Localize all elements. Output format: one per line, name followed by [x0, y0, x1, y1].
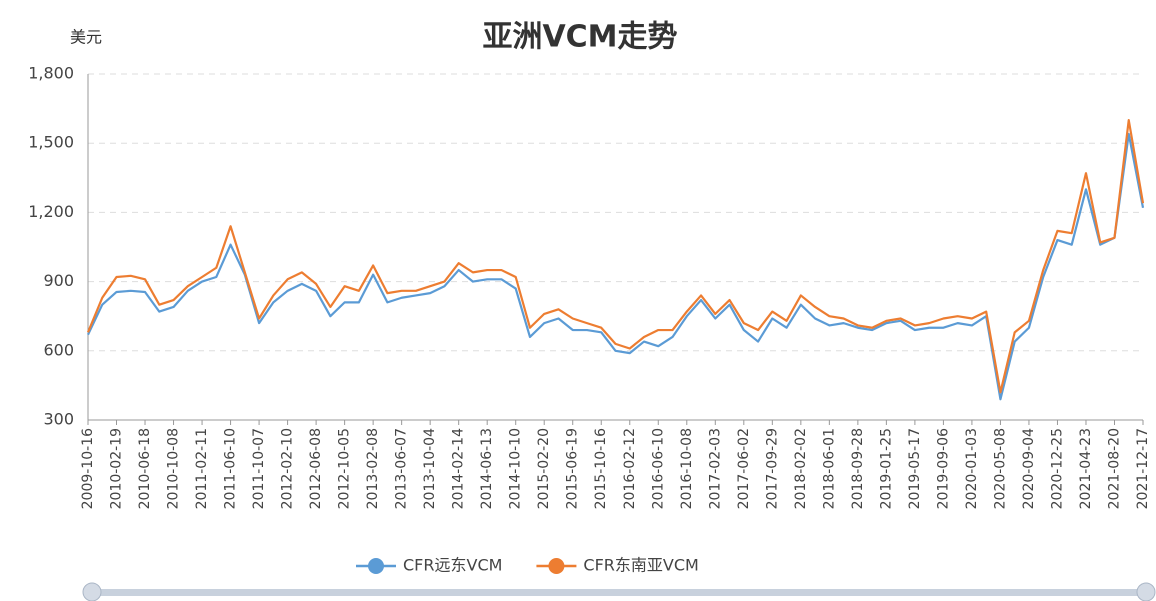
- x-tick-label: 2017-09-29: [764, 428, 780, 509]
- x-tick-label: 2019-01-25: [878, 428, 894, 509]
- x-tick-label: 2020-01-03: [964, 428, 980, 509]
- chart-title: 亚洲VCM走势: [482, 20, 677, 55]
- legend-label: CFR东南亚VCM: [583, 556, 698, 575]
- x-tick-label: 2021-12-17: [1135, 428, 1151, 509]
- x-tick-label: 2012-06-08: [308, 428, 324, 509]
- x-tick-label: 2014-02-14: [451, 428, 467, 509]
- x-tick-label: 2013-06-07: [394, 428, 410, 509]
- x-tick-label: 2014-06-13: [479, 428, 495, 509]
- x-tick-label: 2013-10-04: [422, 428, 438, 509]
- x-tick-label: 2016-10-08: [679, 428, 695, 509]
- y-tick-label: 1,500: [28, 133, 74, 152]
- x-tick-label: 2021-08-20: [1106, 428, 1122, 509]
- x-tick-label: 2010-06-18: [137, 428, 153, 509]
- legend-marker: [548, 558, 565, 574]
- y-tick-label: 600: [43, 340, 74, 359]
- x-tick-label: 2017-06-02: [736, 428, 752, 509]
- x-tick-label: 2018-06-01: [821, 428, 837, 509]
- x-tick-label: 2016-02-12: [622, 428, 638, 509]
- legend-label: CFR远东VCM: [403, 556, 502, 575]
- x-tick-label: 2010-02-19: [109, 428, 125, 509]
- y-tick-label: 1,200: [28, 202, 74, 221]
- x-tick-label: 2017-02-03: [707, 428, 723, 509]
- x-tick-label: 2015-02-20: [536, 428, 552, 509]
- x-tick-label: 2011-06-10: [223, 428, 239, 509]
- series-line: [86, 119, 1145, 394]
- x-tick-label: 2014-10-10: [508, 428, 524, 509]
- x-tick-label: 2012-02-10: [280, 428, 296, 509]
- x-tick-label: 2015-10-16: [593, 428, 609, 509]
- x-tick-label: 2013-02-08: [365, 428, 381, 509]
- x-tick-label: 2012-10-05: [337, 428, 353, 509]
- x-tick-label: 2020-12-25: [1049, 428, 1065, 509]
- x-tick-label: 2010-10-08: [166, 428, 182, 509]
- x-tick-label: 2018-09-28: [850, 428, 866, 509]
- x-tick-label: 2019-09-06: [935, 428, 951, 509]
- x-tick-label: 2016-06-10: [650, 428, 666, 509]
- legend-item: CFR东南亚VCM: [536, 556, 699, 575]
- x-tick-label: 2011-02-11: [194, 428, 210, 509]
- series-line: [87, 132, 1145, 401]
- legend-item: CFR远东VCM: [356, 556, 502, 575]
- x-tick-label: 2009-10-16: [80, 428, 96, 509]
- x-tick-label: 2019-05-17: [907, 428, 923, 509]
- x-tick-label: 2020-09-04: [1021, 428, 1037, 509]
- x-tick-label: 2015-06-19: [565, 428, 581, 509]
- slider-handle[interactable]: [82, 582, 102, 601]
- slider-handle[interactable]: [1136, 582, 1156, 601]
- slider-track: [92, 589, 1146, 596]
- y-tick-label: 1,800: [28, 64, 74, 83]
- y-axis-label: 美元: [70, 28, 102, 47]
- y-tick-label: 900: [43, 271, 74, 290]
- x-tick-label: 2018-02-02: [793, 428, 809, 509]
- legend-marker: [368, 558, 384, 574]
- data-zoom-slider[interactable]: [82, 582, 1156, 601]
- x-tick-label: 2021-04-23: [1078, 428, 1094, 509]
- x-tick-label: 2020-05-08: [992, 428, 1008, 509]
- y-tick-label: 300: [43, 410, 74, 429]
- x-tick-label: 2011-10-07: [251, 428, 267, 509]
